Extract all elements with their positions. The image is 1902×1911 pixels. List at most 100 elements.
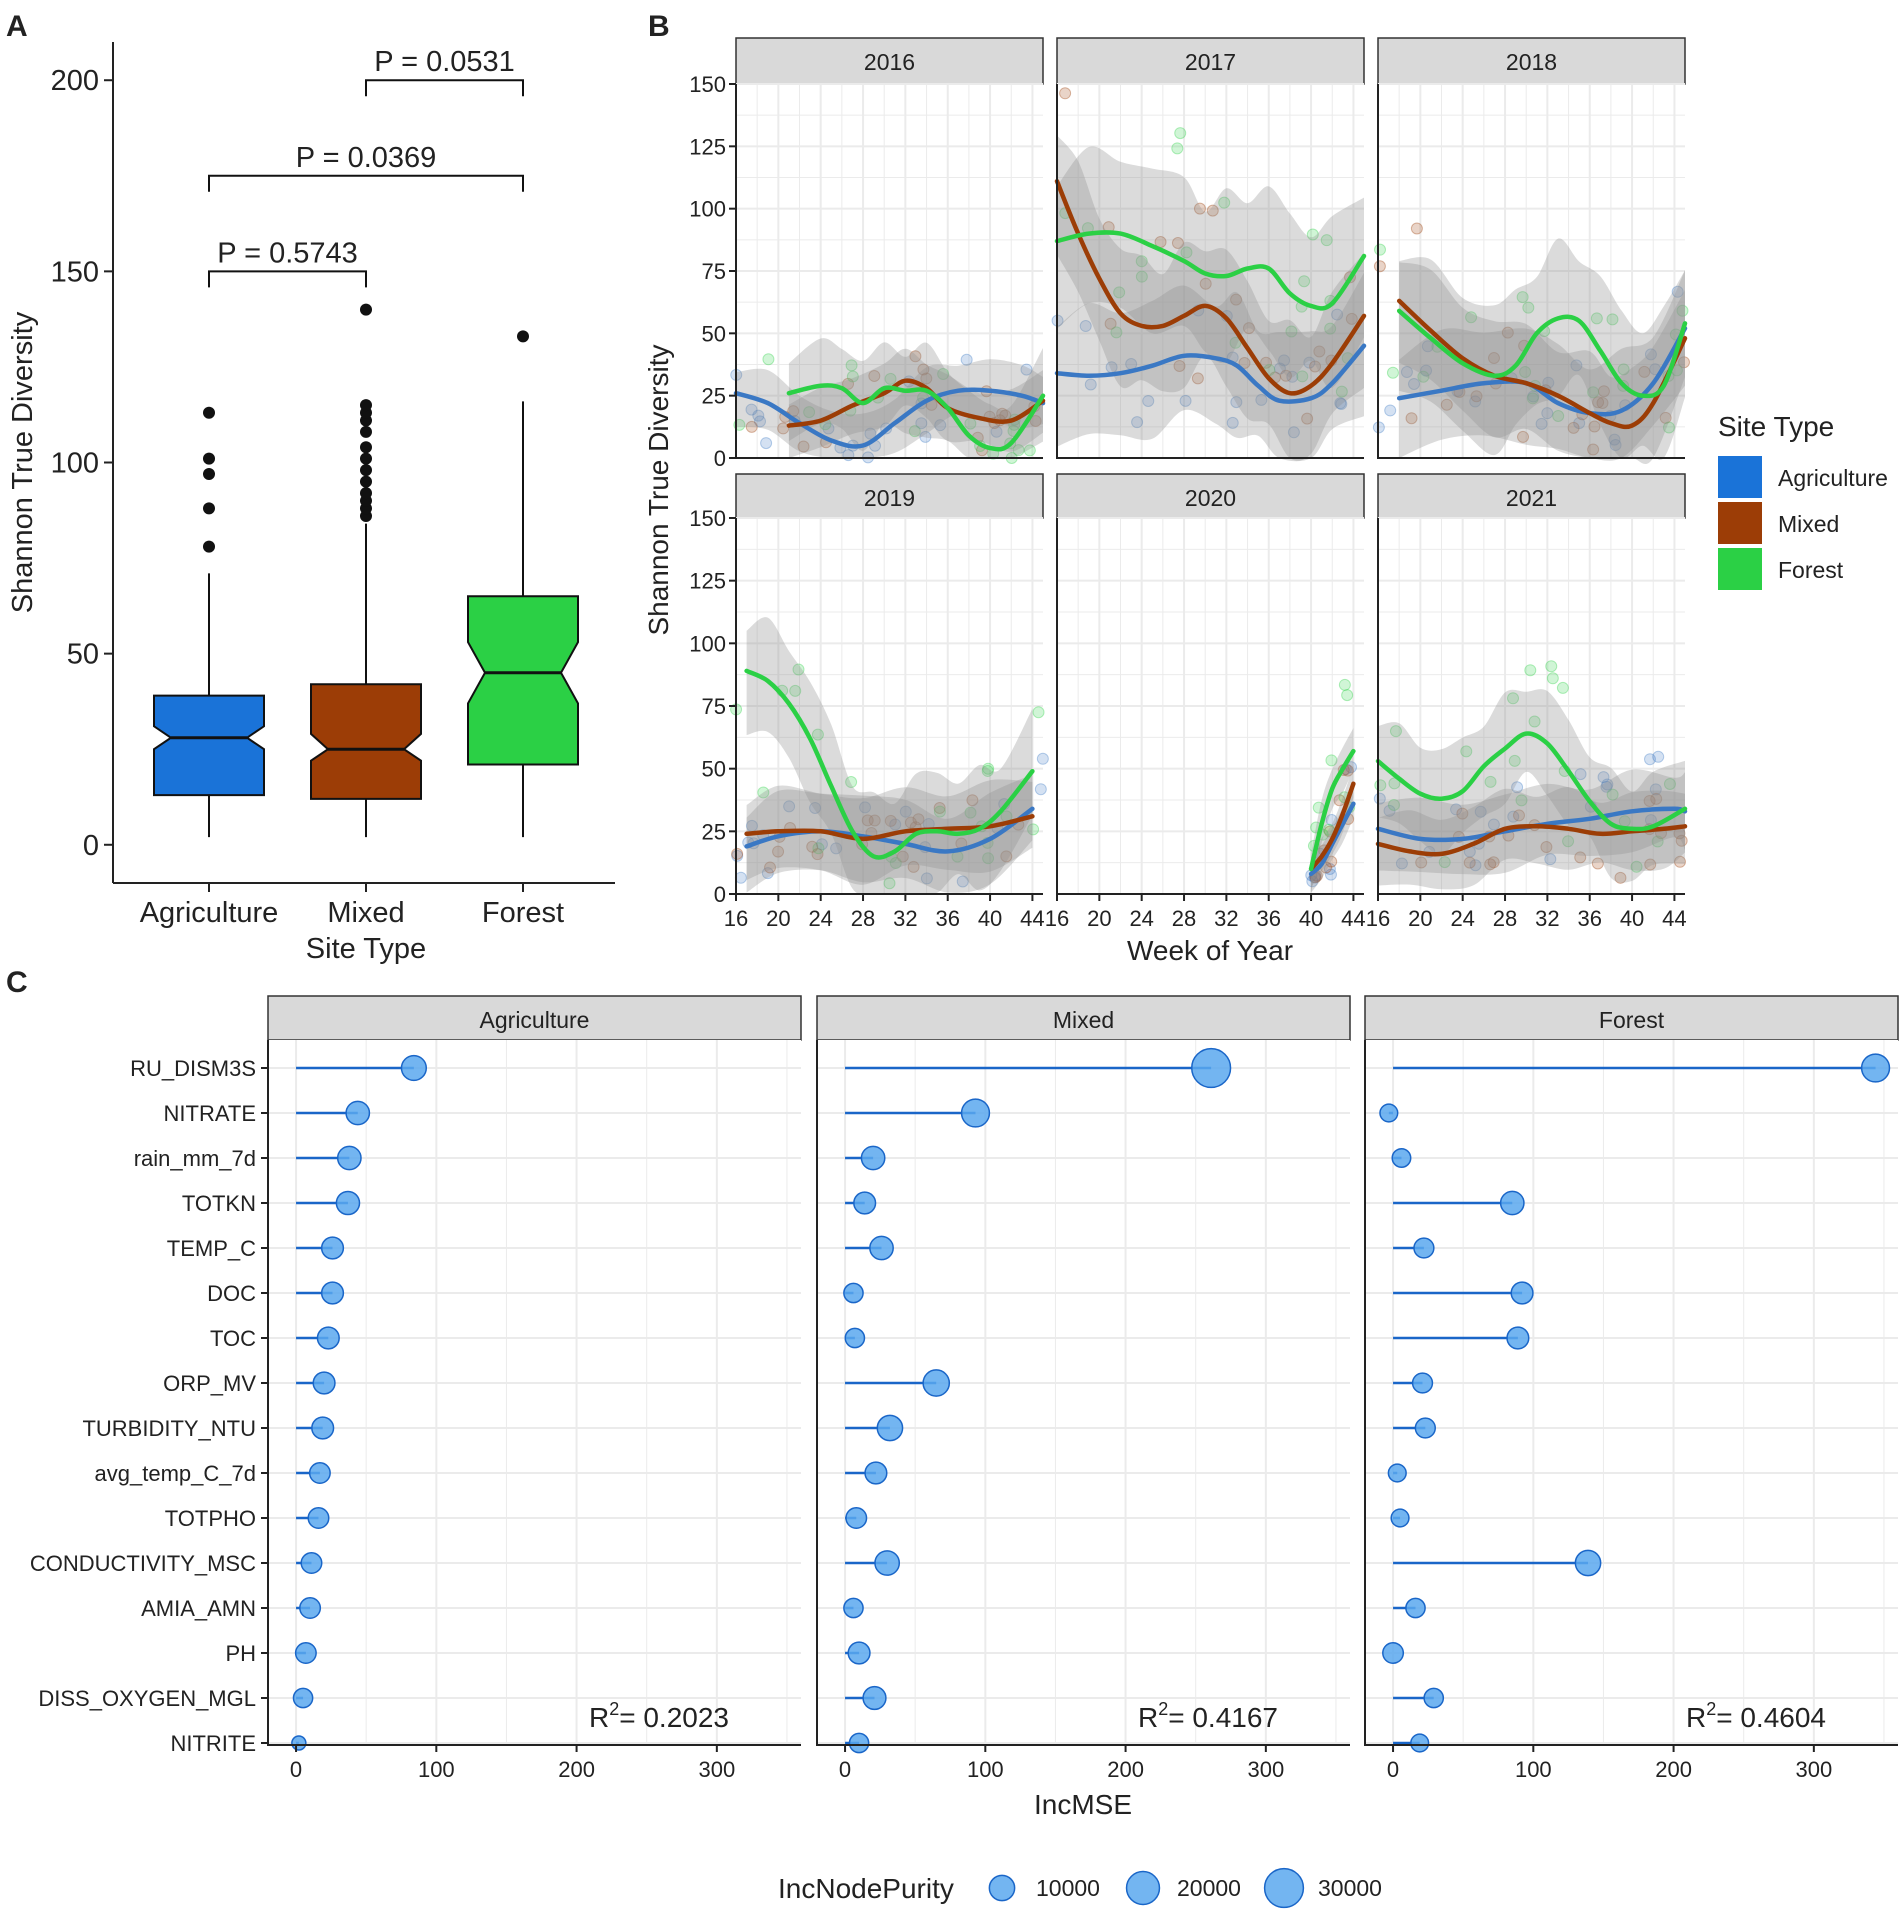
observation-point: [1285, 325, 1298, 338]
observation-point: [1383, 804, 1396, 817]
r-squared-symbol: R: [589, 1702, 609, 1733]
observation-point: [1570, 359, 1583, 372]
lollipop-dot: [1391, 1148, 1412, 1168]
observation-point: [1384, 404, 1397, 417]
observation-point: [889, 857, 902, 870]
variable-label: rain_mm_7d: [134, 1146, 256, 1171]
observation-point: [1179, 394, 1192, 407]
tick-label-b-x: 28: [1493, 906, 1517, 931]
observation-point: [919, 430, 932, 443]
observation-point: [731, 847, 744, 860]
facet-strip-label: 2016: [864, 49, 915, 75]
observation-point: [981, 764, 994, 777]
tick-label-c-x: 0: [1387, 1757, 1399, 1782]
observation-point: [1335, 397, 1348, 410]
observation-point: [899, 805, 912, 818]
tick-label-b-x: 32: [1214, 906, 1238, 931]
lollipop-dot: [311, 1416, 335, 1440]
observation-point: [1345, 312, 1358, 325]
tick-label-c-x: 300: [698, 1757, 735, 1782]
observation-point: [1663, 777, 1676, 790]
observation-point: [1388, 777, 1401, 790]
observation-point: [933, 801, 946, 814]
observation-point: [761, 867, 774, 880]
observation-point: [762, 353, 775, 366]
tick-label-b-x: 16: [724, 906, 748, 931]
tick-label-b-y: 0: [714, 882, 726, 907]
observation-point: [917, 363, 930, 376]
observation-point: [1389, 725, 1402, 738]
observation-point: [1374, 243, 1387, 256]
observation-point: [806, 840, 819, 853]
tick-label-a-x: Mixed: [327, 897, 404, 929]
outlier-point: [360, 441, 372, 454]
lollipop-dot: [336, 1145, 362, 1171]
observation-point: [960, 353, 973, 366]
outlier-point: [360, 399, 372, 412]
observation-point: [1229, 336, 1242, 349]
lollipop-dot: [860, 1145, 886, 1171]
lollipop-dot: [335, 1190, 361, 1216]
lollipop-dot: [1410, 1733, 1430, 1753]
observation-point: [1644, 858, 1657, 871]
facet-strip-label: Forest: [1599, 1007, 1665, 1033]
facet-strip: [1377, 473, 1686, 519]
observation-point: [1131, 416, 1144, 429]
observation-point: [990, 425, 1003, 438]
observation-point: [861, 814, 874, 827]
smooth-line-agriculture: [744, 806, 1035, 854]
observation-point: [1333, 794, 1346, 807]
observation-point: [783, 800, 796, 813]
observation-point: [1324, 322, 1337, 335]
observation-point: [1438, 856, 1451, 869]
size-legend-label: 30000: [1318, 1875, 1382, 1901]
smooth-line-mixed: [786, 378, 1046, 428]
r-squared-label: R2= 0.4604: [1686, 1699, 1826, 1733]
observation-point: [1460, 745, 1473, 758]
observation-point: [1415, 856, 1428, 869]
observation-point: [1036, 752, 1049, 765]
observation-point: [1338, 678, 1351, 691]
observation-point: [1324, 868, 1337, 881]
observation-point: [1546, 672, 1559, 685]
confidence-band: [1378, 787, 1685, 890]
outlier-point: [360, 425, 372, 438]
observation-point: [1638, 365, 1651, 378]
tick-label-a-y: 100: [51, 448, 99, 480]
lollipop-dot: [291, 1735, 307, 1751]
observation-point: [1673, 855, 1686, 868]
observation-point: [1373, 260, 1386, 273]
smooth-line-agriculture: [1308, 801, 1356, 877]
outlier-point: [360, 475, 372, 488]
smooth-line-agriculture: [1054, 343, 1367, 404]
observation-point: [966, 794, 979, 807]
observation-point: [1630, 860, 1643, 873]
facet-strip: [1377, 37, 1686, 85]
size-legend-dot: [1263, 1867, 1305, 1909]
lollipop-facet-mixed: Mixed R2= 0.4167 0 100 200 300: [816, 995, 1351, 1782]
smooth-line-forest: [1375, 731, 1688, 832]
observation-point: [1588, 420, 1601, 433]
observation-point: [1517, 430, 1530, 443]
tick-label-b-x: 36: [1577, 906, 1601, 931]
observation-point: [868, 814, 881, 827]
observation-point: [1671, 285, 1684, 298]
observation-point: [1334, 397, 1347, 410]
observation-point: [1079, 320, 1092, 333]
tick-label-b-y: 25: [702, 384, 726, 409]
observation-point: [1606, 788, 1619, 801]
lollipop-dot: [308, 1461, 331, 1485]
panel-letter-a: A: [6, 10, 28, 43]
observation-point: [1487, 352, 1500, 365]
lollipop-dot: [1390, 1508, 1410, 1528]
facet-2020: 2020 16 20 24 28 32 36 40 44: [1045, 473, 1366, 931]
observation-point: [1027, 823, 1040, 836]
facet-strip-label: 2019: [864, 485, 915, 511]
tick-label-b-y: 75: [702, 694, 726, 719]
observation-point: [884, 372, 897, 385]
observation-point: [1567, 421, 1580, 434]
facet-plot-area: [817, 1040, 1350, 1745]
legend-key-agriculture: [1718, 456, 1762, 498]
box-agriculture: [153, 406, 265, 838]
observation-point: [1287, 426, 1300, 439]
